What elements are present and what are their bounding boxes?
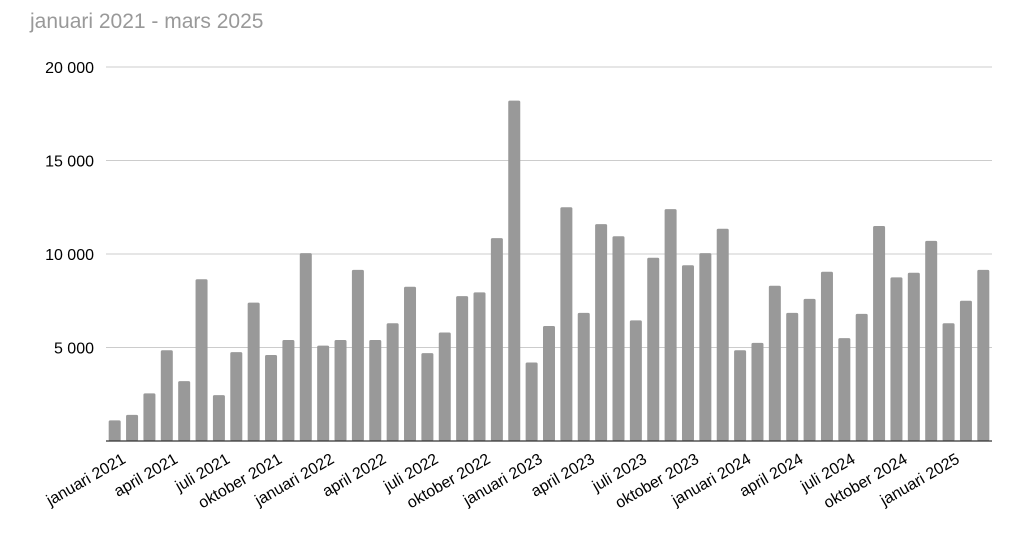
bar bbox=[108, 420, 121, 441]
bar bbox=[959, 300, 972, 441]
bar bbox=[786, 312, 799, 441]
bar bbox=[543, 325, 555, 441]
bar bbox=[230, 352, 243, 441]
y-tick-label: 5 000 bbox=[54, 341, 94, 358]
bar bbox=[126, 414, 139, 441]
bar bbox=[334, 340, 347, 441]
bar bbox=[855, 313, 868, 441]
bar bbox=[560, 207, 573, 441]
y-tick-label: 15 000 bbox=[45, 154, 94, 171]
bar bbox=[369, 340, 382, 441]
bar bbox=[681, 265, 694, 441]
bar bbox=[508, 100, 521, 441]
bar bbox=[525, 362, 538, 441]
bar bbox=[456, 296, 469, 441]
bar bbox=[421, 353, 434, 441]
bar bbox=[490, 238, 503, 441]
bar bbox=[612, 236, 625, 441]
bar bbox=[143, 393, 156, 441]
bar bbox=[473, 292, 486, 441]
bar bbox=[282, 340, 295, 441]
bar bbox=[386, 323, 399, 441]
bar bbox=[195, 279, 208, 441]
bar bbox=[160, 350, 173, 441]
bar bbox=[438, 332, 451, 441]
bar bbox=[977, 269, 990, 441]
bar bbox=[629, 320, 642, 441]
bar bbox=[351, 269, 364, 441]
bar bbox=[716, 228, 729, 441]
bar bbox=[820, 271, 833, 441]
bar bbox=[664, 209, 677, 441]
bar bbox=[925, 240, 938, 441]
bar bbox=[942, 323, 955, 441]
bar bbox=[751, 342, 764, 441]
bar bbox=[212, 395, 225, 441]
bar bbox=[404, 286, 417, 441]
bar bbox=[265, 354, 278, 441]
bar bbox=[647, 257, 660, 441]
bar bbox=[803, 298, 816, 441]
y-tick-label: 20 000 bbox=[45, 60, 94, 77]
bar bbox=[299, 253, 312, 441]
bar bbox=[595, 224, 608, 441]
bar bbox=[178, 381, 191, 441]
bar bbox=[247, 302, 260, 441]
bar bbox=[873, 225, 886, 441]
y-tick-label: 10 000 bbox=[45, 247, 94, 264]
bar bbox=[907, 272, 920, 441]
bar bbox=[838, 338, 851, 441]
bar bbox=[577, 312, 590, 441]
bar bbox=[734, 350, 747, 441]
x-tick-label: januari 2021 bbox=[43, 451, 129, 510]
chart-title: januari 2021 - mars 2025 bbox=[29, 10, 263, 33]
bar bbox=[768, 285, 781, 441]
bar bbox=[699, 253, 712, 441]
bar bbox=[890, 277, 903, 441]
bar bbox=[317, 345, 330, 441]
